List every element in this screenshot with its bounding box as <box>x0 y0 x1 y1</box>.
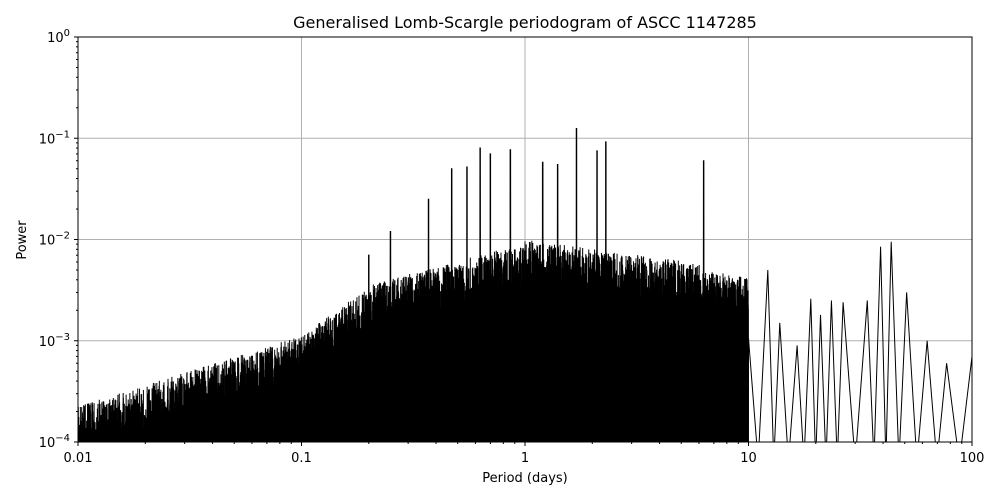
x-tick-label: 1 <box>521 451 529 466</box>
y-tick-label: 10−2 <box>39 231 70 249</box>
x-tick-label: 0.01 <box>64 451 93 466</box>
x-tick-label: 0.1 <box>291 451 312 466</box>
x-axis-label: Period (days) <box>482 471 568 486</box>
x-tick-label: 10 <box>740 451 757 466</box>
chart-title: Generalised Lomb-Scargle periodogram of … <box>293 13 757 32</box>
y-tick-label: 10−4 <box>39 433 70 451</box>
y-tick-label: 100 <box>47 28 70 46</box>
x-tick-label: 100 <box>960 451 985 466</box>
y-tick-label: 10−3 <box>39 332 70 350</box>
power-series-line <box>78 127 972 442</box>
series-layer <box>78 127 972 442</box>
ticks: 0.01 0.1 1 10 100 10−4 10−3 10−2 10−1 100 <box>39 28 985 466</box>
y-axis-label: Power <box>15 220 30 260</box>
y-tick-label: 10−1 <box>39 129 70 147</box>
